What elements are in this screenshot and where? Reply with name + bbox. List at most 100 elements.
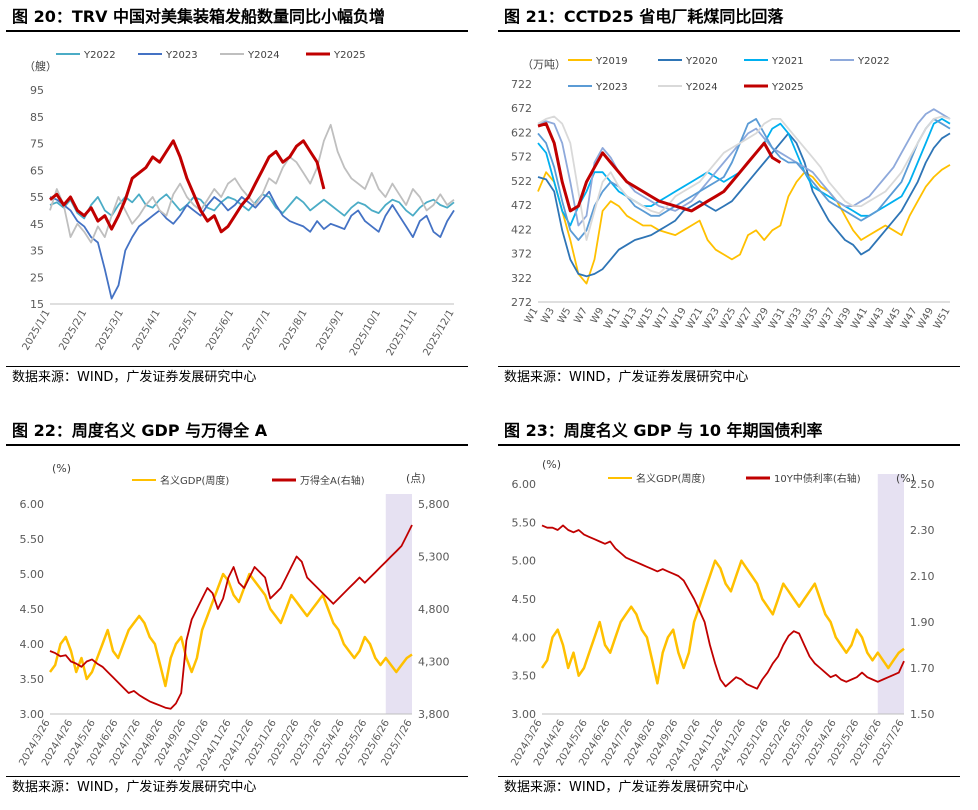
x-tick-label: W3 [539,306,557,326]
legend-label: 名义GDP(周度) [160,474,229,487]
legend-label: Y2022 [83,50,116,61]
series-line-Y2023 [49,190,455,300]
series-line-Y2025 [537,122,782,213]
series-line-名义GDP(周度) [48,572,413,688]
y2-tick-label: 4,300 [418,656,450,669]
y-tick-label: 45 [30,218,44,231]
y2-tick-label: 2.50 [910,478,935,491]
y-tick-label: 5.00 [512,555,537,568]
legend-label: Y2019 [595,56,628,67]
x-tick-label: 2025/9/1 [314,308,346,352]
chart-title-3: 图 22：周度名义 GDP 与万得全 A [6,420,468,446]
source-note-4: 数据来源：WIND，广发证券发展研究中心 [498,776,960,799]
y2-tick-label: 3,800 [418,708,450,721]
y-tick-label: 572 [511,151,532,164]
y-tick-label: 25 [30,271,44,284]
chart-plot-1: 15 25 35 45 55 65 75 85 95 2025/1/1 2025/2/1 2025/3… [6,34,468,364]
y2-tick-label: 1.70 [910,662,935,675]
y2-axis-unit: (点) [406,472,426,485]
y2-tick-label: 5,300 [418,551,450,564]
y-tick-label: 55 [30,191,44,204]
y-tick-label: 15 [30,298,44,311]
chart-title-4: 图 23：周度名义 GDP 与 10 年期国债利率 [498,420,960,446]
x-tick-label: 2025/6/1 [204,308,236,352]
y-tick-label: 5.50 [512,516,537,529]
series-line-Y2024 [49,123,455,244]
legend-label: Y2024 [247,50,280,61]
y-tick-label: 472 [511,199,532,212]
y-tick-label: 95 [30,84,44,97]
x-tick-label: 2025/1/1 [21,308,53,352]
chart-svg-4: 3.00 3.50 4.00 4.50 5.00 5.50 6.00 1.50 1.70 1.90… [509,458,935,773]
chart-panel-3: 图 22：周度名义 GDP 与万得全 A 3.00 3.50 4.00 4.50 5.0… [6,420,468,804]
y-axis-unit: （艘） [24,59,57,73]
y-axis-unit: (%) [542,458,561,471]
series-line-Y2022 [49,193,455,220]
y-tick-label: 722 [511,78,532,91]
y2-tick-label: 2.10 [910,570,935,583]
x-tick-label: 2025/8/1 [278,308,310,352]
chart-panel-1: 图 20：TRV 中国对美集装箱发船数量同比小幅负增 15 25 35 45 55 65 7… [6,6,468,394]
legend-label: Y2025 [333,50,366,61]
chart-svg-3: 3.00 3.50 4.00 4.50 5.00 5.50 6.00 3,800 4,300 4,… [17,462,450,773]
x-tick-label: W5 [556,306,574,326]
chart-title-1: 图 20：TRV 中国对美集装箱发船数量同比小幅负增 [6,6,468,32]
x-tick-label: 2025/7/1 [241,308,273,352]
y-tick-label: 6.00 [20,498,45,511]
legend-label: Y2023 [595,82,628,93]
series-line-Y2025 [49,139,326,234]
x-tick-label: W51 [932,306,953,331]
y2-tick-label: 2.30 [910,524,935,537]
y-axis-unit: （万吨） [522,58,566,71]
legend-label: 万得全A(右轴) [300,474,365,487]
y-tick-label: 3.00 [20,708,45,721]
source-note-3: 数据来源：WIND，广发证券发展研究中心 [6,776,468,799]
source-note-2: 数据来源：WIND，广发证券发展研究中心 [498,366,960,389]
source-note-1: 数据来源：WIND，广发证券发展研究中心 [6,366,468,389]
y-tick-label: 35 [30,245,44,258]
x-tick-label: 2025/10/1 [348,308,383,358]
y-tick-label: 322 [511,272,532,285]
legend-label: Y2021 [771,56,804,67]
chart-plot-2: 272 322 372 422 472 522 572 622 672 722 W1 W3 W5 W7 W9… [498,34,960,364]
y-tick-label: 522 [511,175,532,188]
y-tick-label: 3.50 [20,673,45,686]
legend-label: Y2025 [771,82,804,93]
y-axis-unit: (%) [52,462,71,475]
series-line-Y2024 [537,115,951,241]
series-line-Y2023 [537,118,951,241]
y-tick-label: 5.00 [20,568,45,581]
y2-tick-label: 1.50 [910,708,935,721]
y-tick-label: 3.50 [512,670,537,683]
y-tick-label: 5.50 [20,533,45,546]
x-tick-label: 2025/3/1 [94,308,126,352]
series-line-万得全A(右轴) [49,524,413,710]
y2-axis-unit: (%) [896,472,915,485]
y-tick-label: 422 [511,223,532,236]
series-line-Y2022 [537,108,951,227]
y-tick-label: 4.50 [512,593,537,606]
y-tick-label: 622 [511,126,532,139]
x-tick-label: 2025/5/1 [168,308,200,352]
y-tick-label: 372 [511,248,532,261]
x-tick-label: W7 [572,306,590,326]
y-tick-label: 672 [511,102,532,115]
x-tick-label: 2025/2/1 [57,308,89,352]
legend-label: 10Y中债利率(右轴) [774,472,861,485]
chart-panel-2: 图 21：CCTD25 省电厂耗煤同比回落 272 322 372 422 472 522… [498,6,960,394]
legend-label: Y2022 [857,56,890,67]
x-tick-label: 2025/12/1 [421,308,456,358]
highlight-band [385,494,412,714]
y-tick-label: 4.00 [20,638,45,651]
y-tick-label: 85 [30,111,44,124]
series-line-Y2020 [537,132,951,278]
y-tick-label: 3.00 [512,708,537,721]
series-line-Y2019 [537,164,951,285]
x-tick-label: 2025/11/1 [385,308,420,358]
chart-plot-3: 3.00 3.50 4.00 4.50 5.00 5.50 6.00 3,800 4,300 4,… [6,448,468,774]
series-line-10Y中债利率(右轴) [541,524,905,690]
chart-svg-1: 15 25 35 45 55 65 75 85 95 2025/1/1 2025/2/1 2025/3… [21,50,457,358]
legend-label: 名义GDP(周度) [636,472,705,485]
y2-tick-label: 5,800 [418,498,450,511]
y-tick-label: 272 [511,296,532,309]
